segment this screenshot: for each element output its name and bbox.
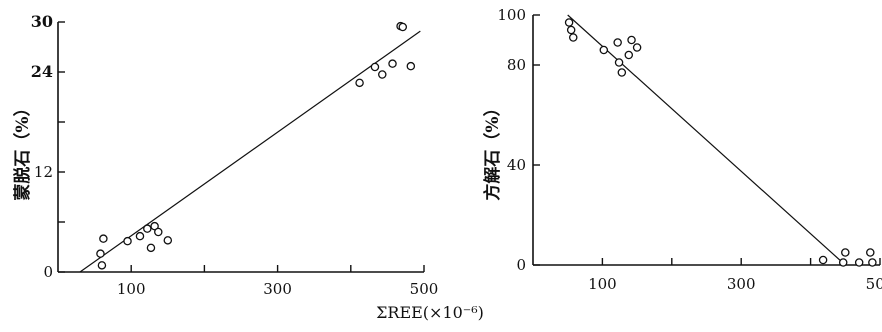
data-point — [355, 78, 364, 88]
data-point — [841, 248, 850, 257]
x-tick-label: 500 — [866, 275, 882, 293]
data-point — [617, 68, 627, 77]
data-point — [613, 38, 622, 47]
data-point — [627, 35, 636, 45]
right-panel-calcite: 100 300 500 0 40 80 100 方解石（%） — [482, 6, 882, 293]
y-tick-label: 30 — [31, 12, 53, 31]
data-point — [143, 224, 152, 233]
data-point — [378, 70, 387, 79]
data-point — [97, 261, 107, 270]
y-tick-label: 24 — [31, 62, 53, 81]
data-point — [866, 248, 875, 257]
data-point — [99, 234, 108, 243]
data-point — [146, 243, 156, 253]
data-point — [150, 221, 159, 231]
x-tick-label: 500 — [410, 280, 439, 298]
shared-x-axis-title: ΣREE(×10⁻⁶) — [376, 303, 484, 322]
data-point — [123, 236, 132, 246]
data-point — [818, 255, 828, 265]
y-tick-label: 40 — [507, 156, 526, 174]
data-point — [854, 258, 864, 267]
x-tick-label: 100 — [117, 280, 146, 298]
left-panel-montmorillonite: 100 300 500 0 12 24 30 蒙脱石（%） — [12, 12, 438, 298]
data-point — [624, 50, 634, 60]
data-point — [96, 249, 105, 258]
data-point — [370, 62, 380, 72]
y-tick-label: 80 — [507, 56, 526, 74]
regression-line — [567, 14, 846, 266]
data-point — [135, 231, 145, 241]
data-point — [406, 61, 416, 71]
data-point — [398, 22, 408, 32]
data-point — [566, 25, 576, 35]
y-tick-label: 100 — [497, 6, 526, 24]
data-point — [632, 43, 642, 52]
data-point — [163, 236, 173, 245]
data-point — [569, 33, 578, 42]
data-point — [868, 258, 877, 267]
y-axis-title: 蒙脱石（%） — [12, 99, 33, 200]
y-axis-title: 方解石（%） — [482, 99, 503, 200]
data-point — [564, 18, 574, 27]
data-point — [599, 45, 609, 55]
y-tick-label: 0 — [516, 256, 526, 274]
x-tick-label: 300 — [727, 275, 756, 293]
data-point — [838, 258, 848, 267]
data-point — [388, 59, 397, 68]
data-point — [154, 227, 163, 237]
x-tick-label: 100 — [588, 275, 617, 293]
y-tick-label: 0 — [43, 263, 53, 281]
y-tick-label: 12 — [34, 163, 53, 181]
data-point — [614, 58, 624, 67]
regression-line — [79, 30, 421, 273]
x-tick-label: 300 — [263, 280, 292, 298]
